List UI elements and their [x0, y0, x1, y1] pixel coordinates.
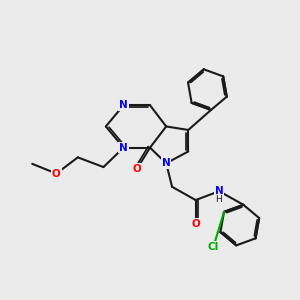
Text: N: N	[162, 158, 171, 168]
Text: H: H	[215, 195, 222, 204]
Text: O: O	[52, 169, 61, 178]
Text: N: N	[119, 100, 128, 110]
Text: O: O	[191, 219, 200, 229]
Text: O: O	[132, 164, 141, 174]
Text: Cl: Cl	[208, 242, 219, 252]
Text: N: N	[215, 186, 224, 196]
Text: N: N	[119, 142, 128, 153]
